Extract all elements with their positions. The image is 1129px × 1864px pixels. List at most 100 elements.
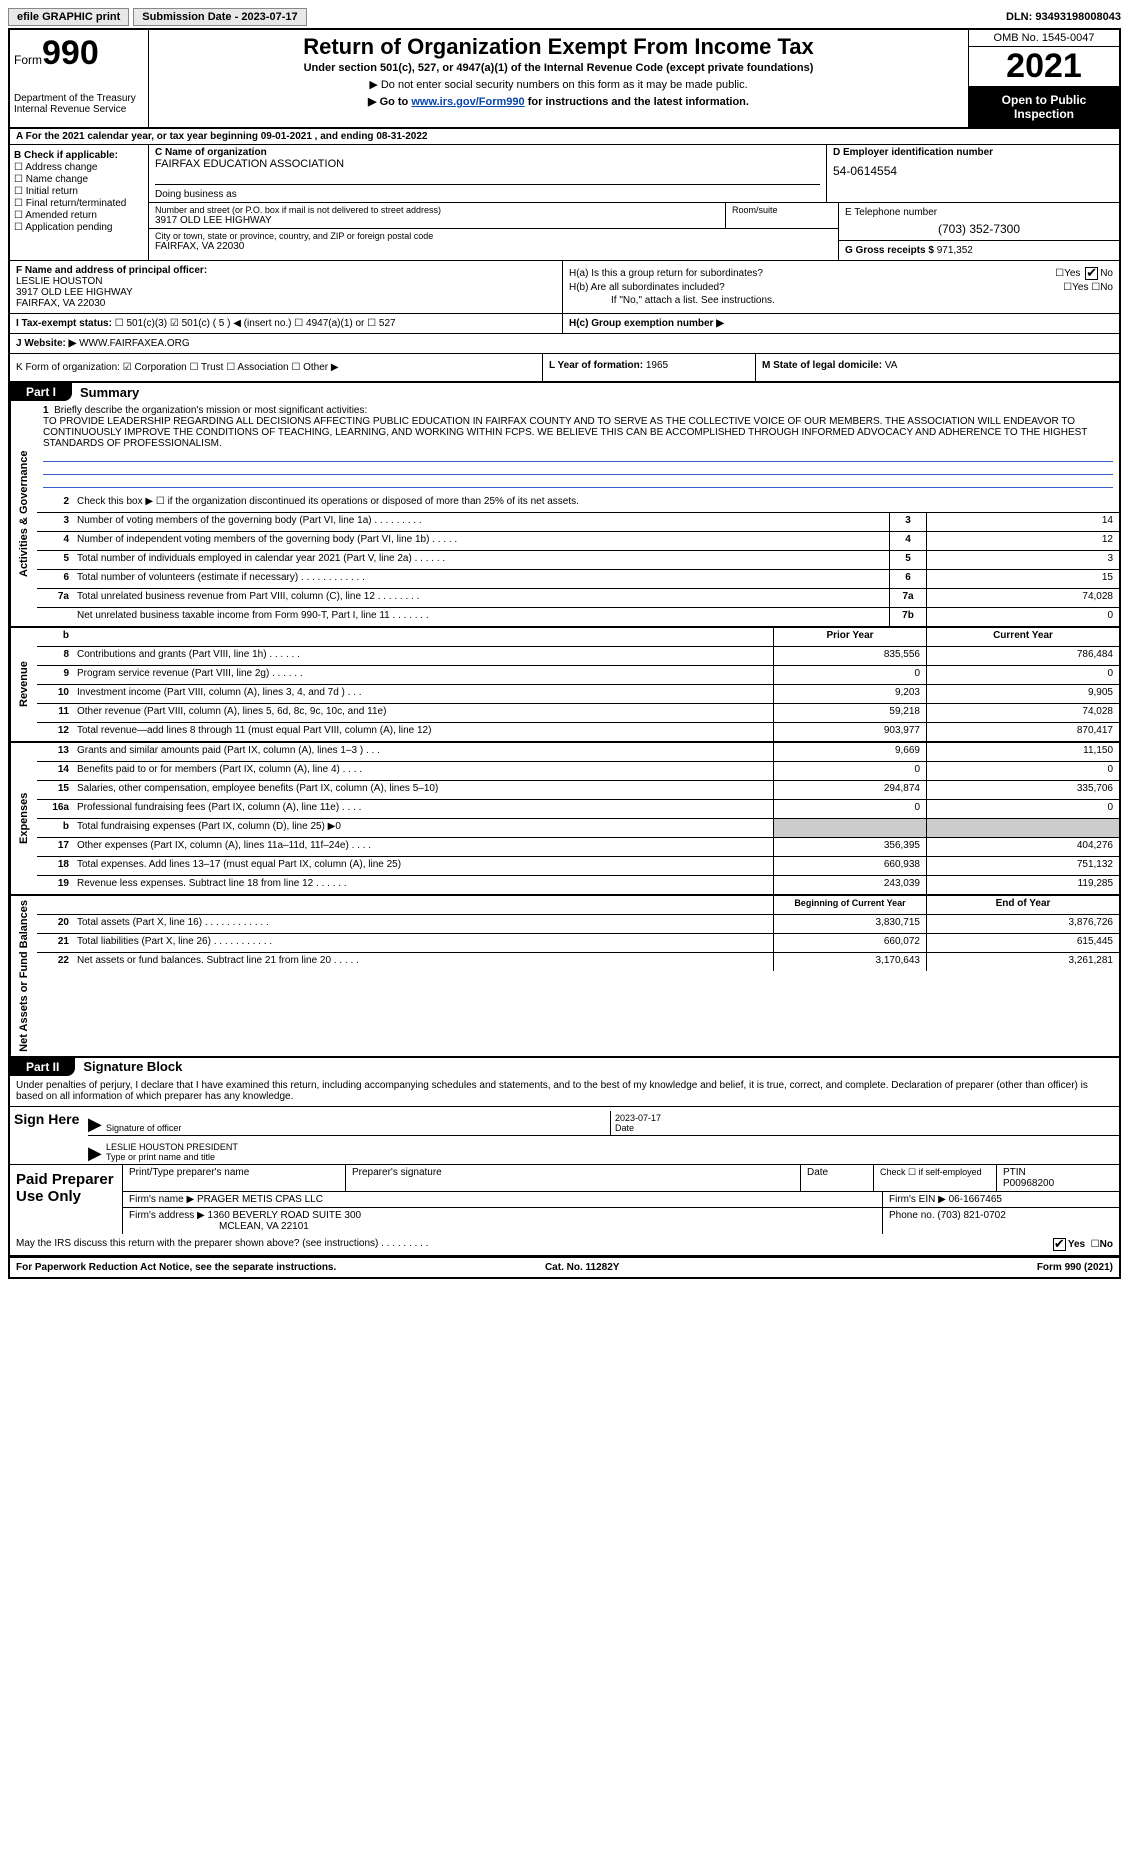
submission-date-button[interactable]: Submission Date - 2023-07-17 xyxy=(133,8,306,26)
ein-label: D Employer identification number xyxy=(833,147,1113,158)
ptin-label: PTIN xyxy=(1003,1167,1026,1178)
i-label: I Tax-exempt status: xyxy=(16,318,112,329)
line-num: 19 xyxy=(37,876,73,894)
line-num: 17 xyxy=(37,838,73,856)
line-value: 74,028 xyxy=(926,589,1119,607)
gov-line: 7a Total unrelated business revenue from… xyxy=(37,589,1119,608)
data-line: 20 Total assets (Part X, line 16) . . . … xyxy=(37,915,1119,934)
line-text: Total assets (Part X, line 16) . . . . .… xyxy=(73,915,773,933)
data-line: 11 Other revenue (Part VIII, column (A),… xyxy=(37,704,1119,723)
vtab-revenue: Revenue xyxy=(10,628,37,741)
data-line: 12 Total revenue—add lines 8 through 11 … xyxy=(37,723,1119,741)
line-num: 22 xyxy=(37,953,73,971)
row-ij: I Tax-exempt status: ☐ 501(c)(3) ☑ 501(c… xyxy=(10,314,1119,334)
line-text: Contributions and grants (Part VIII, lin… xyxy=(73,647,773,665)
discuss-yes-cb[interactable] xyxy=(1053,1238,1066,1251)
prior-year-value xyxy=(773,819,926,837)
line-text: Revenue less expenses. Subtract line 18 … xyxy=(73,876,773,894)
hb-yes[interactable]: Yes xyxy=(1072,282,1088,293)
declaration-text: Under penalties of perjury, I declare th… xyxy=(10,1076,1119,1106)
section-revenue: Revenue b Prior Year Current Year 8 Cont… xyxy=(10,628,1119,743)
mission-num: 1 xyxy=(43,405,49,416)
cb-initial-return[interactable]: ☐ Initial return xyxy=(14,186,144,197)
current-year-value: 0 xyxy=(926,762,1119,780)
mission-text: TO PROVIDE LEADERSHIP REGARDING ALL DECI… xyxy=(43,416,1087,449)
prior-year-value: 903,977 xyxy=(773,723,926,741)
prior-year-value: 660,072 xyxy=(773,934,926,952)
form-title: Return of Organization Exempt From Incom… xyxy=(153,34,964,60)
part2-title: Signature Block xyxy=(83,1059,182,1074)
gov-line: 3 Number of voting members of the govern… xyxy=(37,513,1119,532)
officer-block: F Name and address of principal officer:… xyxy=(10,261,563,313)
cb-name-change[interactable]: ☐ Name change xyxy=(14,174,144,185)
firm-addr1: 1360 BEVERLY ROAD SUITE 300 xyxy=(208,1210,362,1221)
current-year-value: 3,261,281 xyxy=(926,953,1119,971)
form-subtitle: Under section 501(c), 527, or 4947(a)(1)… xyxy=(153,62,964,74)
prep-header: Paid Preparer Use Only xyxy=(10,1165,123,1234)
cb-application[interactable]: ☐ Application pending xyxy=(14,222,144,233)
current-year-value xyxy=(926,819,1119,837)
line-num: 15 xyxy=(37,781,73,799)
line-text: Total number of volunteers (estimate if … xyxy=(73,570,889,588)
prior-year-value: 356,395 xyxy=(773,838,926,856)
current-year-value: 11,150 xyxy=(926,743,1119,761)
efile-button[interactable]: efile GRAPHIC print xyxy=(8,8,129,26)
typed-name: LESLIE HOUSTON PRESIDENT xyxy=(106,1142,238,1152)
l-label: L Year of formation: xyxy=(549,360,646,371)
discuss-row: May the IRS discuss this return with the… xyxy=(10,1234,1119,1256)
k-form-org: K Form of organization: ☑ Corporation ☐ … xyxy=(10,354,542,381)
ha-no-checkbox[interactable] xyxy=(1085,267,1098,280)
irs-link[interactable]: www.irs.gov/Form990 xyxy=(411,96,524,108)
officer-addr1: 3917 OLD LEE HIGHWAY xyxy=(16,287,133,298)
beg-year-hdr: Beginning of Current Year xyxy=(773,896,926,914)
hc-row: H(c) Group exemption number ▶ xyxy=(563,314,1119,333)
note-ssn: ▶ Do not enter social security numbers o… xyxy=(153,78,964,91)
section-bc: B Check if applicable: ☐ Address change … xyxy=(10,145,1119,261)
hb-no[interactable]: No xyxy=(1100,282,1113,293)
vtab-expenses: Expenses xyxy=(10,743,37,894)
tax-year: 2021 xyxy=(969,47,1119,87)
page-footer: For Paperwork Reduction Act Notice, see … xyxy=(10,1256,1119,1277)
rule-line xyxy=(43,451,1113,462)
ein-cell: D Employer identification number 54-0614… xyxy=(826,145,1119,202)
m-cell: M State of legal domicile: VA xyxy=(755,354,1119,381)
h-block: H(a) Is this a group return for subordin… xyxy=(563,261,1119,313)
line-value: 12 xyxy=(926,532,1119,550)
line-num: 21 xyxy=(37,934,73,952)
line-num: 5 xyxy=(37,551,73,569)
org-name-cell: C Name of organization FAIRFAX EDUCATION… xyxy=(149,145,826,202)
current-year-value: 0 xyxy=(926,800,1119,818)
data-line: b Total fundraising expenses (Part IX, c… xyxy=(37,819,1119,838)
prior-year-value: 660,938 xyxy=(773,857,926,875)
data-line: 14 Benefits paid to or for members (Part… xyxy=(37,762,1119,781)
gov-line: 6 Total number of volunteers (estimate i… xyxy=(37,570,1119,589)
cb-address-change[interactable]: ☐ Address change xyxy=(14,162,144,173)
prior-year-value: 9,669 xyxy=(773,743,926,761)
prep-sig-hdr: Preparer's signature xyxy=(346,1165,801,1191)
line-num: 14 xyxy=(37,762,73,780)
arrow-icon: ▶ xyxy=(88,1114,102,1135)
line-text: Total liabilities (Part X, line 26) . . … xyxy=(73,934,773,952)
part2-tab: Part II xyxy=(10,1058,75,1076)
line-text: Investment income (Part VIII, column (A)… xyxy=(73,685,773,703)
open-public-badge: Open to Public Inspection xyxy=(969,87,1119,127)
line-text: Salaries, other compensation, employee b… xyxy=(73,781,773,799)
current-year-value: 751,132 xyxy=(926,857,1119,875)
current-year-value: 870,417 xyxy=(926,723,1119,741)
row-klm: K Form of organization: ☑ Corporation ☐ … xyxy=(10,354,1119,383)
line-num: 7a xyxy=(37,589,73,607)
firm-ein-label: Firm's EIN ▶ xyxy=(889,1194,949,1205)
line-text: Total fundraising expenses (Part IX, col… xyxy=(73,819,773,837)
ha-yes[interactable]: Yes xyxy=(1064,268,1080,279)
line-ref: 7b xyxy=(889,608,926,626)
line-text: Net unrelated business taxable income fr… xyxy=(73,608,889,626)
cb-amended[interactable]: ☐ Amended return xyxy=(14,210,144,221)
line-num: 13 xyxy=(37,743,73,761)
street-address: 3917 OLD LEE HIGHWAY xyxy=(155,215,719,226)
line-text: Number of independent voting members of … xyxy=(73,532,889,550)
ha-no: No xyxy=(1100,268,1113,279)
line-ref: 4 xyxy=(889,532,926,550)
data-line: 8 Contributions and grants (Part VIII, l… xyxy=(37,647,1119,666)
phone-label: Phone no. xyxy=(889,1210,937,1221)
cb-final-return[interactable]: ☐ Final return/terminated xyxy=(14,198,144,209)
